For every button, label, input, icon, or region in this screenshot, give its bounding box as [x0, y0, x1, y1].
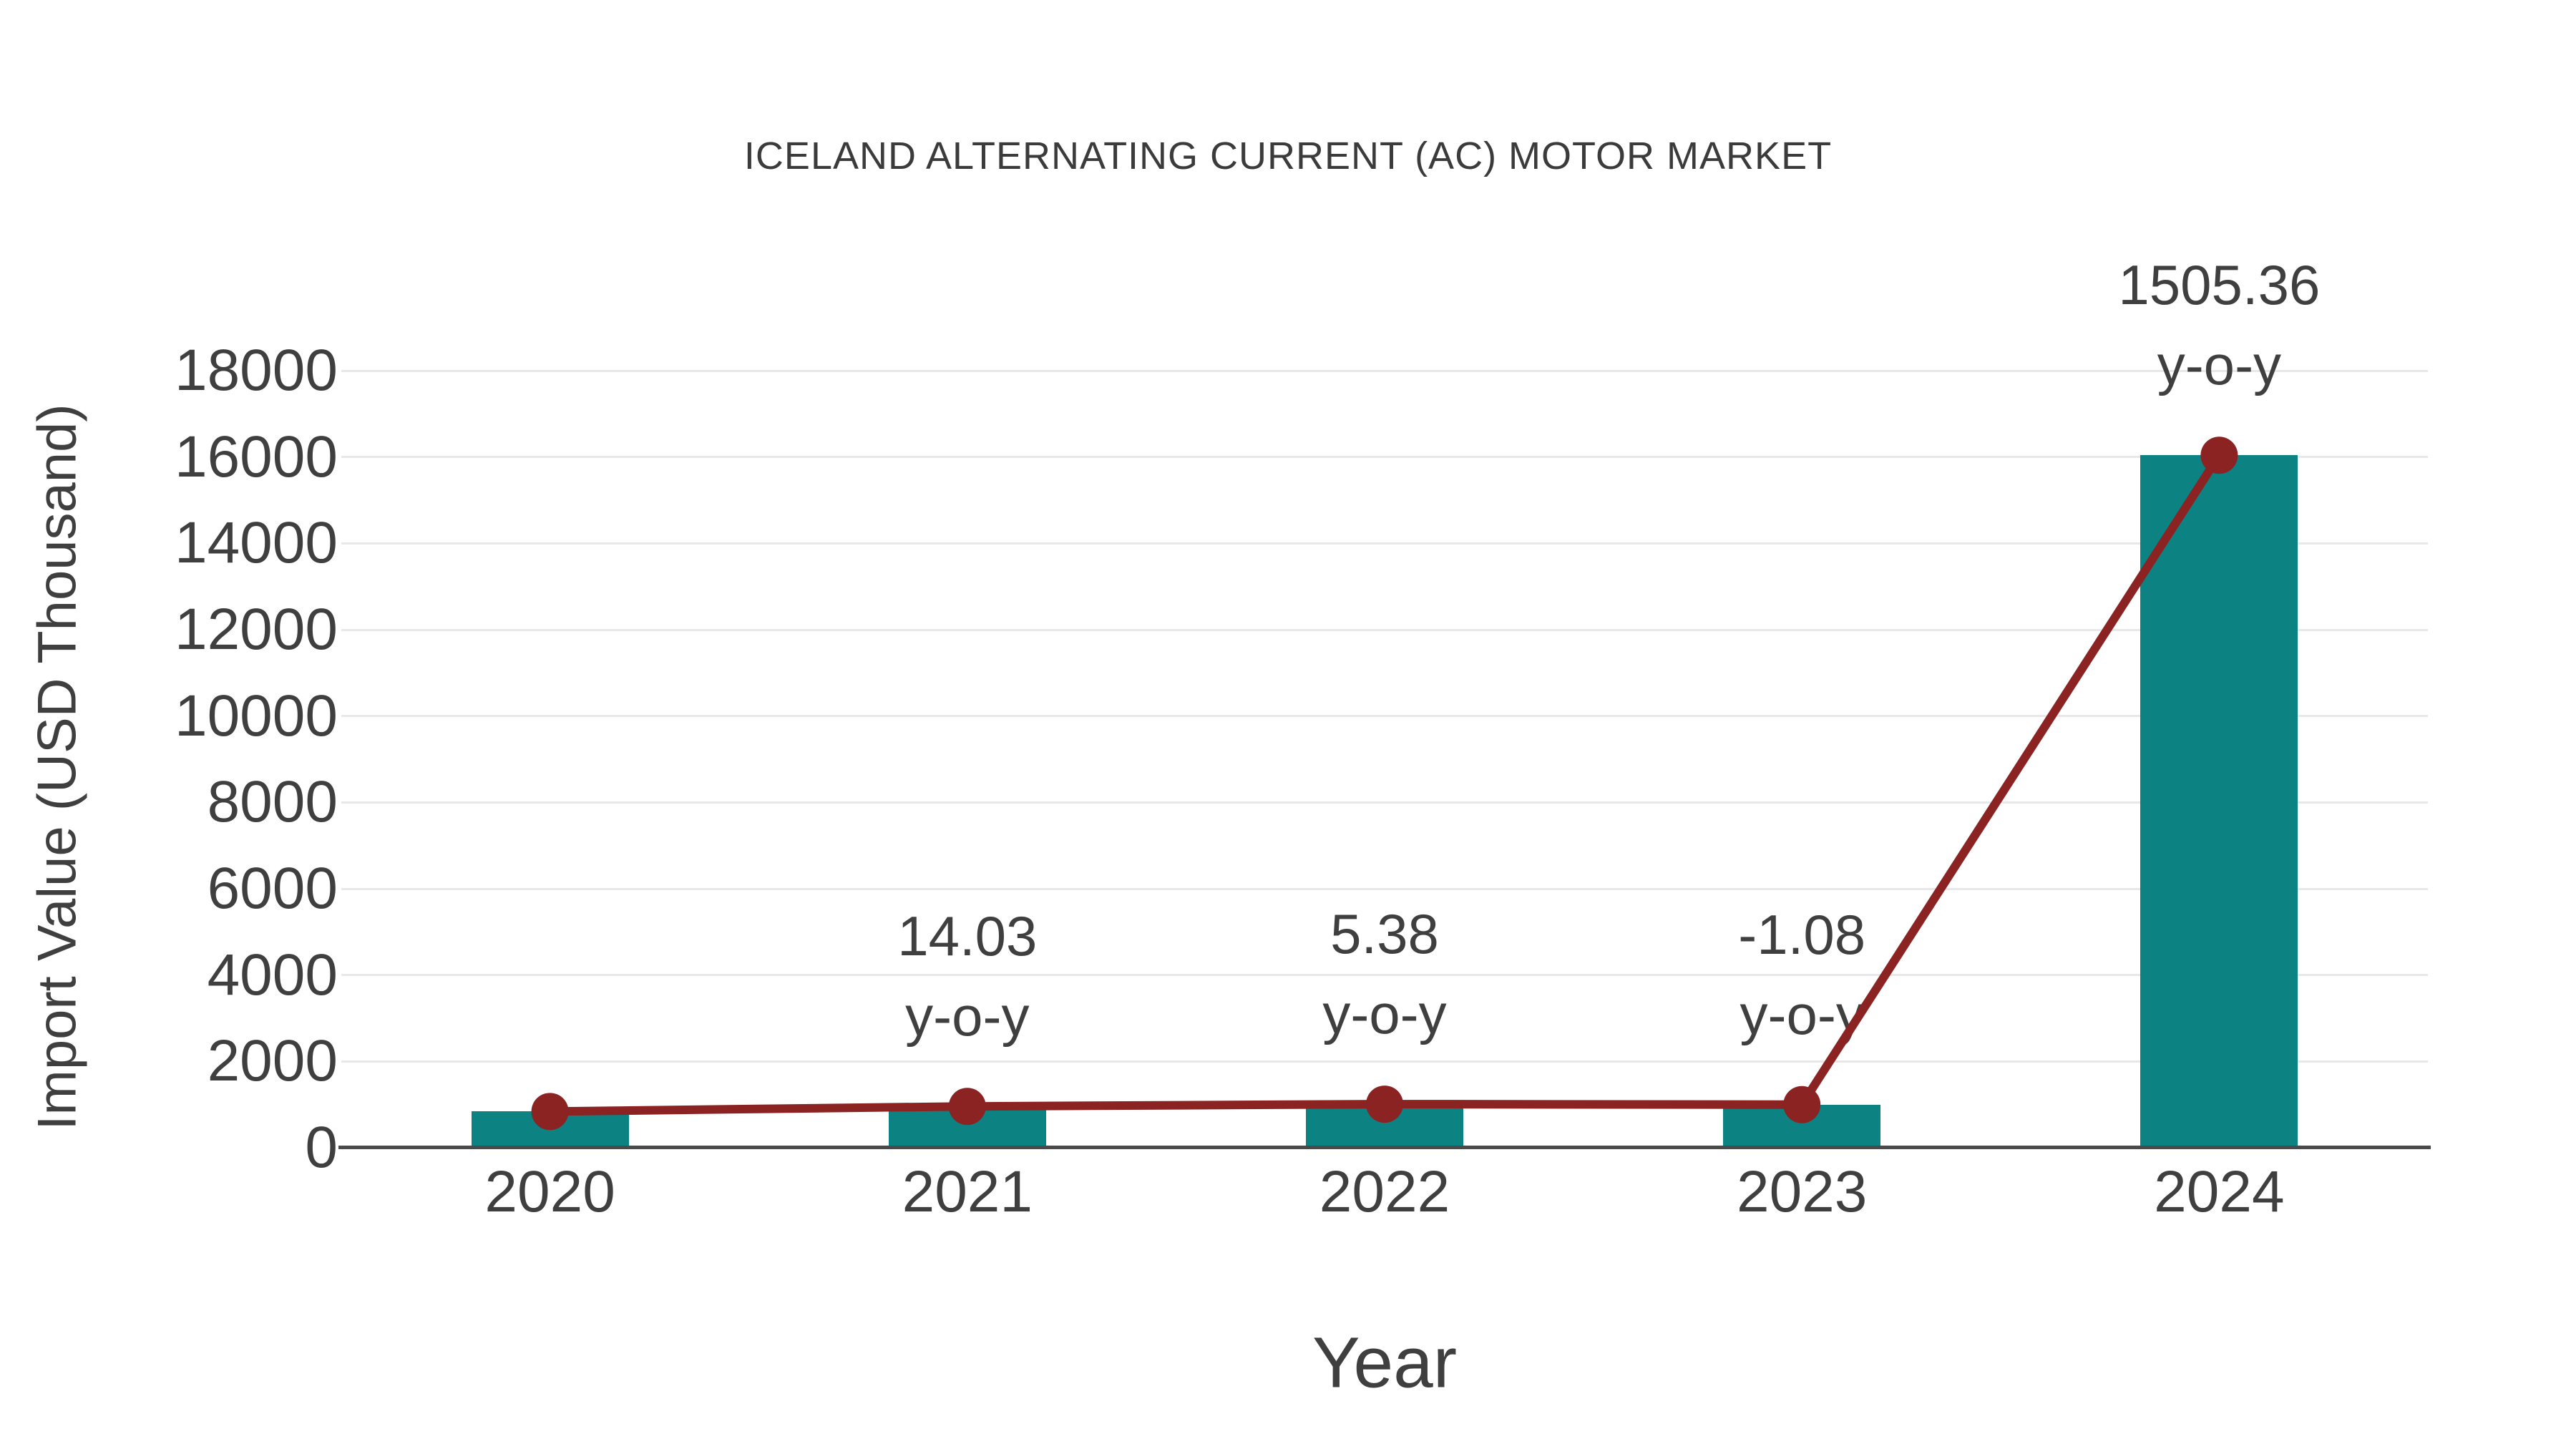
annotation-2023: -1.08 y-o-y [1738, 894, 1865, 1055]
y-tick-6000: 6000 [207, 856, 338, 921]
x-axis-title: Year [1312, 1322, 1458, 1403]
y-tick-18000: 18000 [174, 338, 338, 403]
y-axis-title: Import Value (USD Thousand) [26, 404, 88, 1131]
x-axis-line [338, 1146, 2431, 1149]
marker-2023 [1783, 1085, 1821, 1123]
plot-area: 14.03 y-o-y 5.38 y-o-y -1.08 y-o-y 1505.36 y-o-… [338, 253, 2431, 1149]
x-tick-2021: 2021 [902, 1159, 1033, 1224]
annotation-suffix-2024: y-o-y [2157, 333, 2282, 397]
y-tick-12000: 12000 [174, 597, 338, 662]
y-tick-4000: 4000 [207, 942, 338, 1008]
gridline-2000 [341, 1060, 2428, 1063]
gridline-18000 [341, 369, 2428, 372]
yoy-line [550, 453, 2223, 1116]
x-tick-2022: 2022 [1319, 1159, 1450, 1224]
x-tick-2023: 2023 [1736, 1159, 1868, 1224]
y-tick-8000: 8000 [207, 769, 338, 835]
annotation-value-2024: 1505.36 [2118, 253, 2321, 317]
yoy-line-chart [531, 436, 2238, 1131]
gridline-14000 [341, 542, 2428, 545]
marker-2021 [948, 1088, 986, 1126]
annotation-2021: 14.03 y-o-y [897, 896, 1037, 1056]
y-tick-16000: 16000 [174, 424, 338, 489]
y-tick-14000: 14000 [174, 510, 338, 576]
gridline-8000 [341, 801, 2428, 804]
marker-2022 [1366, 1085, 1403, 1123]
y-tick-0: 0 [305, 1115, 338, 1180]
annotation-2022: 5.38 y-o-y [1322, 894, 1446, 1054]
x-tick-2020: 2020 [484, 1159, 615, 1224]
x-tick-2024: 2024 [2154, 1159, 2285, 1224]
annotation-suffix-2021: y-o-y [905, 985, 1030, 1048]
annotation-value-2023: -1.08 [1738, 902, 1866, 966]
bar-2024 [2140, 455, 2298, 1148]
marker-2020 [531, 1093, 569, 1131]
gridline-10000 [341, 715, 2428, 718]
y-tick-10000: 10000 [174, 683, 338, 748]
marker-2024 [2200, 436, 2238, 474]
annotation-suffix-2022: y-o-y [1322, 982, 1447, 1046]
annotation-value-2021: 14.03 [897, 904, 1038, 968]
y-tick-2000: 2000 [207, 1028, 338, 1094]
gridline-16000 [341, 456, 2428, 459]
annotation-2024: 1505.36 y-o-y [2118, 245, 2320, 405]
gridline-12000 [341, 628, 2428, 631]
chart-title: ICELAND ALTERNATING CURRENT (AC) MOTOR M… [743, 135, 1833, 177]
annotation-value-2022: 5.38 [1330, 902, 1439, 966]
gridline-4000 [341, 974, 2428, 977]
gridline-6000 [341, 887, 2428, 890]
